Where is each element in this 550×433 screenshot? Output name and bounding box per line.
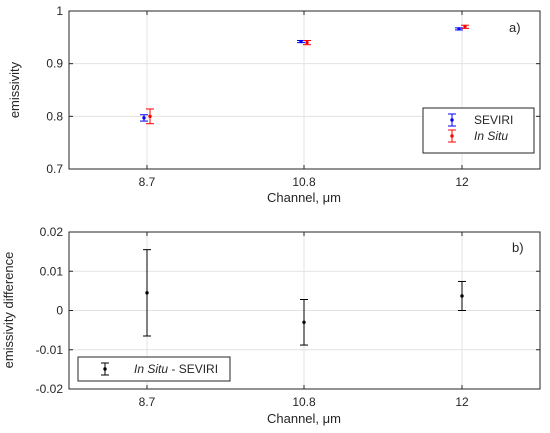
panel-label-a: a): [509, 20, 521, 35]
legend-marker-insitu: [448, 129, 456, 143]
legend-label-difference-italic: In Situ: [134, 362, 168, 376]
legend-label-difference-rest: - SEVIRI: [168, 362, 218, 376]
panel-label-b: b): [512, 240, 524, 255]
legend-label-insitu: In Situ: [474, 129, 508, 143]
y-tick-label: 0.01: [40, 264, 64, 278]
tick-labels-a: 0.7 0.8 0.9 1 8.7 10.8 12: [46, 4, 469, 189]
y-tick-label: 0.8: [46, 109, 63, 123]
y-tick-label: 0.02: [40, 225, 64, 239]
x-tick-label: 12: [455, 395, 469, 409]
y-axis-label-a: emissivity: [7, 61, 22, 118]
legend-box-a: [422, 107, 535, 154]
y-tick-label: 0.7: [46, 162, 63, 176]
chart-panel-a: 0.7 0.8 0.9 1 8.7 10.8 12 a) Channel, μm emiss…: [7, 4, 541, 205]
data-point: [460, 294, 464, 298]
x-axis-label-a: Channel, μm: [267, 190, 341, 205]
x-tick-label: 8.7: [139, 395, 156, 409]
legend-marker-difference: [101, 362, 109, 376]
error-bar-point: [140, 114, 148, 122]
error-bar-point: [143, 249, 151, 337]
x-tick-label: 12: [455, 175, 469, 189]
error-bar-point: [303, 39, 311, 46]
y-tick-label: -0.02: [36, 382, 64, 396]
y-axis-label-b: emissivity difference: [1, 252, 16, 369]
error-bar-point: [455, 27, 463, 31]
data-point: [305, 40, 309, 45]
data-point: [463, 25, 467, 29]
y-tick-label: 0.9: [46, 57, 63, 71]
x-tick-label: 10.8: [292, 175, 316, 189]
data-marks-a: [140, 24, 469, 125]
y-tick-label: 1: [56, 4, 63, 18]
data-point: [302, 320, 306, 324]
x-tick-label: 10.8: [292, 395, 316, 409]
error-bar-point: [300, 299, 308, 346]
y-tick-label: 0: [56, 304, 63, 318]
plot-frame-a: [68, 10, 541, 170]
legend-label-seviri: SEVIRI: [474, 113, 513, 127]
data-point: [145, 291, 149, 295]
chart-panel-b: -0.02 -0.01 0 0.01 0.02 8.7 10.8 12 b) Channel,…: [1, 225, 541, 426]
data-point: [299, 39, 303, 44]
x-tick-label: 8.7: [139, 175, 156, 189]
error-bar-point: [146, 108, 154, 125]
data-point: [148, 114, 152, 119]
data-point: [142, 116, 146, 120]
error-bar-point: [461, 24, 469, 29]
legend-b: In Situ - SEVIRI: [77, 356, 231, 382]
data-point: [457, 27, 461, 31]
x-axis-label-b: Channel, μm: [267, 411, 341, 426]
tick-labels-b: -0.02 -0.01 0 0.01 0.02 8.7 10.8 12: [36, 225, 469, 409]
error-bar-point: [458, 280, 466, 311]
legend-marker-seviri: [448, 113, 456, 127]
legend-a: SEVIRI In Situ: [422, 107, 535, 154]
y-tick-label: -0.01: [36, 343, 64, 357]
legend-label-difference: In Situ - SEVIRI: [134, 362, 218, 376]
data-marks-b: [143, 249, 466, 346]
plot-frame-b: [68, 231, 541, 390]
